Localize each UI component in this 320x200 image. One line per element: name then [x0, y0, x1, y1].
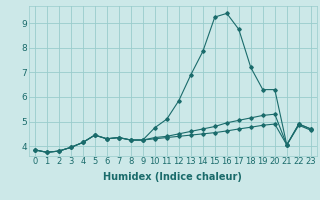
X-axis label: Humidex (Indice chaleur): Humidex (Indice chaleur)	[103, 172, 242, 182]
